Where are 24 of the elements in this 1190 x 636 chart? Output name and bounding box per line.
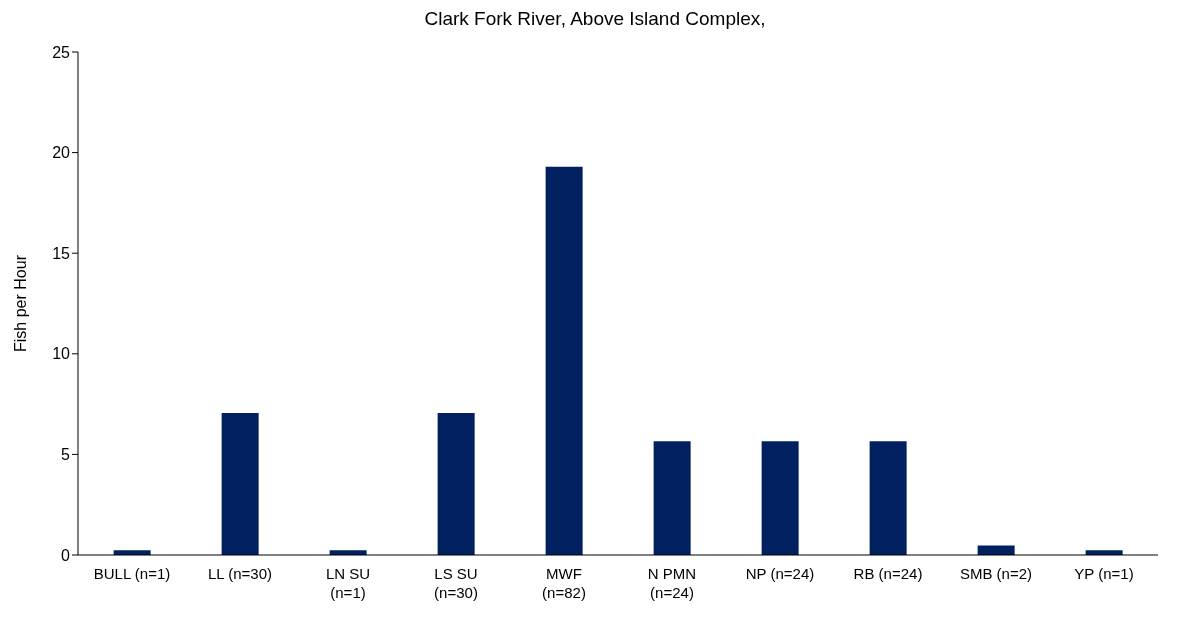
bar [437,412,475,555]
x-tick-label: NP (n=24) [745,565,815,582]
chart-title: Clark Fork River, Above Island Complex, [423,8,767,30]
x-tick-label: SMB (n=2) [959,565,1033,582]
bar [869,441,907,555]
x-tick-label: LS SU (n=30) [434,565,478,601]
y-tick-label: 5 [61,446,71,464]
x-tick-label: YP (n=1) [1074,565,1134,582]
x-tick-label: N PMN (n=24) [647,565,697,601]
x-tick-label: LL (n=30) [207,565,273,582]
y-tick-label: 15 [52,244,71,262]
y-tick-label: 0 [61,546,71,564]
x-tick-label: MWF (n=82) [542,565,586,601]
y-tick-label: 10 [52,345,71,363]
y-tick-label: 25 [52,43,71,61]
x-tick-label: LN SU (n=1) [325,565,371,601]
x-tick-label: RB (n=24) [853,565,923,582]
bar [221,412,259,555]
bar [653,441,691,555]
y-axis-title: Fish per Hour [11,254,29,352]
bar [545,166,583,555]
bar [761,441,799,555]
y-tick-label: 20 [52,144,71,162]
x-tick-label: BULL (n=1) [93,565,171,582]
